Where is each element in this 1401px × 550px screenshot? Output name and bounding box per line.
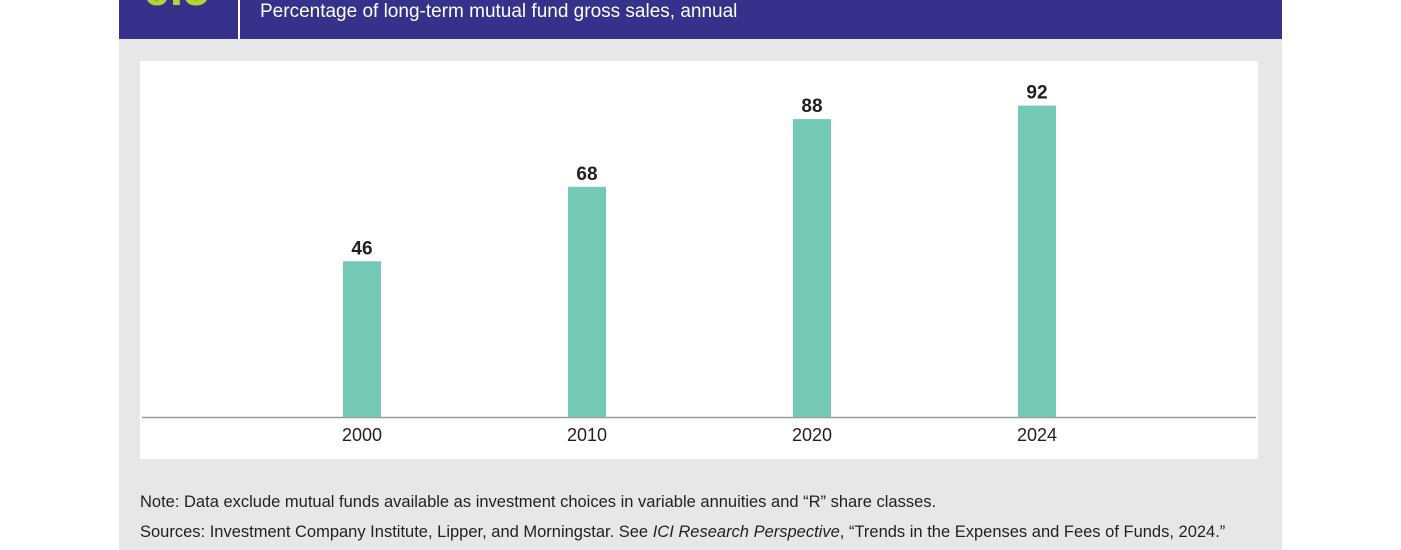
- chart-panel: 46 2000 68 2010 88 2020 92 2024: [140, 61, 1258, 459]
- sources-suffix: , “Trends in the Expenses and Fees of Fu…: [839, 523, 1226, 541]
- x-tick-label-2024: 2024: [1017, 425, 1057, 445]
- sources-publication: ICI Research Perspective: [652, 523, 840, 541]
- bar-2010: [568, 186, 606, 417]
- x-tick-label-2010: 2010: [567, 425, 607, 445]
- data-label-2010: 68: [576, 164, 597, 185]
- note-text: Note: Data exclude mutual funds availabl…: [140, 493, 937, 511]
- figure-header: 6.5 Percentage of long-term mutual fund …: [119, 0, 1282, 39]
- data-label-2020: 88: [801, 96, 822, 117]
- figure-subtitle: Percentage of long-term mutual fund gros…: [260, 1, 738, 22]
- bar-2000: [343, 261, 381, 417]
- x-tick-label-2000: 2000: [342, 425, 382, 445]
- header-divider: [238, 0, 240, 39]
- data-label-2000: 46: [351, 238, 372, 259]
- figure-frame: 6.5 Percentage of long-term mutual fund …: [119, 0, 1282, 550]
- sources-text: Sources: Investment Company Institute, L…: [140, 521, 1230, 543]
- bar-2024: [1018, 105, 1056, 417]
- sources-prefix: Sources: Investment Company Institute, L…: [140, 523, 653, 541]
- figure-number: 6.5: [143, 0, 210, 14]
- data-label-2024: 92: [1026, 83, 1047, 104]
- x-tick-label-2020: 2020: [792, 425, 832, 445]
- bar-chart: 46 2000 68 2010 88 2020 92 2024: [142, 83, 1256, 445]
- bar-2020: [793, 119, 831, 417]
